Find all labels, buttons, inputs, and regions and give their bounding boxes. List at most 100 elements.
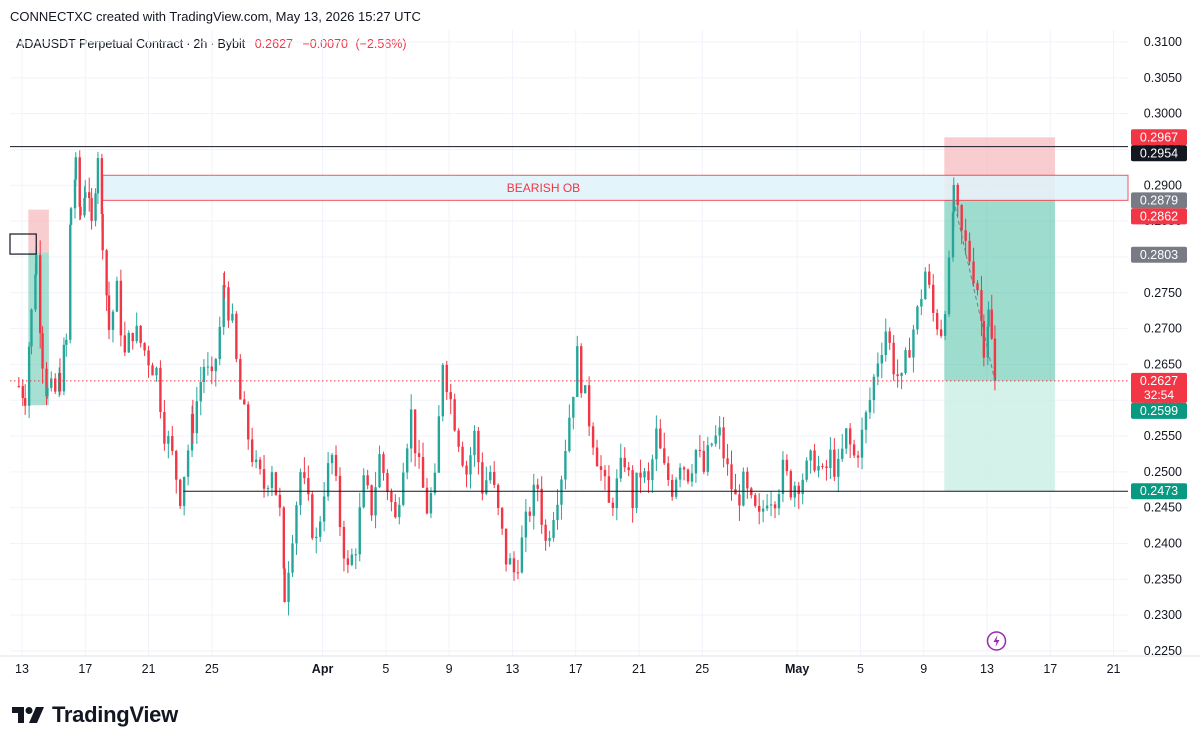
price-label-text: 0.2879 [1140,193,1178,207]
candle-body [489,471,492,481]
price-label-text: 0.2862 [1140,209,1178,223]
candle-body [58,372,62,392]
price-tick-label: 0.2350 [1144,572,1182,586]
candle-body [178,479,182,506]
candle-body [21,386,24,399]
candle-body [254,459,258,463]
candle-body [572,396,575,418]
candle-body [702,450,706,472]
price-axis[interactable]: 0.31000.30500.30000.29500.29000.28500.28… [1144,35,1182,658]
candle-body [311,494,314,539]
candle-body [135,325,138,342]
candle-body [607,476,611,503]
time-tick-label: 17 [569,662,583,676]
candle-body [195,401,199,434]
candle-body [757,505,761,512]
candle-body [769,504,773,506]
candle-body [163,411,166,444]
candle-body [738,494,741,506]
time-tick-label: May [785,662,809,676]
candle-body [167,436,170,444]
candle-body [441,364,445,417]
candle-body [746,471,749,489]
candle-body [175,451,178,480]
candle-body [833,449,836,477]
candle-body [972,261,975,284]
bearish-ob-label: BEARISH OB [507,181,580,195]
candle-body [210,366,214,372]
candle-body [79,206,82,216]
price-label-text: 0.2954 [1140,146,1178,160]
price-tick-label: 0.2900 [1144,178,1182,192]
candle-body [912,329,915,358]
candle-body [990,309,993,339]
time-axis[interactable]: 13 17 21 25 Apr 5 9 13 17 21 25 May 5 9 13 17 21 [0,655,1200,676]
time-tick-label: 13 [980,662,994,676]
candle-body [322,496,326,522]
candle-body [619,457,622,479]
candle-body [199,382,202,402]
candle-body [960,205,963,231]
candle-body [659,428,662,449]
price-label-badge [1131,145,1187,162]
price-tick-label: 0.2250 [1144,644,1182,658]
candle-body [465,465,468,475]
candle-body [406,448,409,473]
candle-body [315,536,318,539]
candle-body [924,271,927,300]
candle-body [390,491,393,503]
price-label-badge [1131,246,1187,263]
candle-body [730,464,733,490]
candle-body [841,448,844,459]
candle-body [520,537,524,573]
candle-body [980,290,983,322]
candle-body [202,366,206,383]
candle-body [453,399,456,431]
candle-body [627,467,630,471]
candle-body [402,472,405,505]
candle-body [307,478,310,495]
candle-body [872,376,876,401]
candle-body [993,338,997,381]
candle-body [287,572,290,603]
candle-body [560,479,563,505]
candle-body [951,212,955,258]
symbol-legend[interactable]: ADAUSDT Perpetual Contract · 2h · Bybit 0.26… [16,37,407,51]
candle-body [781,459,785,495]
candle-body [674,479,678,497]
price-label-text: 0.2803 [1140,248,1178,262]
candle-body [516,572,520,574]
candle-body [595,447,599,467]
candle-body [789,471,793,498]
price-labels: 0.2967 0.2954 0.2879 0.2862 0.2803 0.262732:5… [1131,129,1187,500]
candle-body [508,558,512,565]
candle-body [461,446,464,466]
candle-body [947,257,951,315]
candle-body [761,508,765,512]
lightning-icon[interactable] [986,631,1007,651]
candle-body [35,255,38,275]
candle-body [45,368,48,397]
time-tick-label: 17 [78,662,92,676]
candle-body [512,558,516,573]
candle-body [496,484,500,509]
candle-body [880,354,883,364]
candle-body [568,417,571,452]
candle-body [860,429,864,458]
candle-body [83,197,86,216]
candle-body [330,454,334,464]
time-tick-label: 21 [1107,662,1121,676]
candle-body [473,430,476,456]
candle-body [366,475,369,486]
candle-body [825,466,828,469]
candle-body [583,385,587,394]
candle-body [147,350,150,366]
candle-body [449,392,452,400]
last-price: 0.2627 [254,37,293,51]
candle-body [706,445,709,472]
price-chart[interactable]: BEARISH OB 0.31000.30500.30000.29500.290… [0,0,1200,700]
price-tick-label: 0.2750 [1144,286,1182,300]
candle-body [785,459,789,472]
candle-body [500,508,504,529]
candle-body [485,480,488,494]
